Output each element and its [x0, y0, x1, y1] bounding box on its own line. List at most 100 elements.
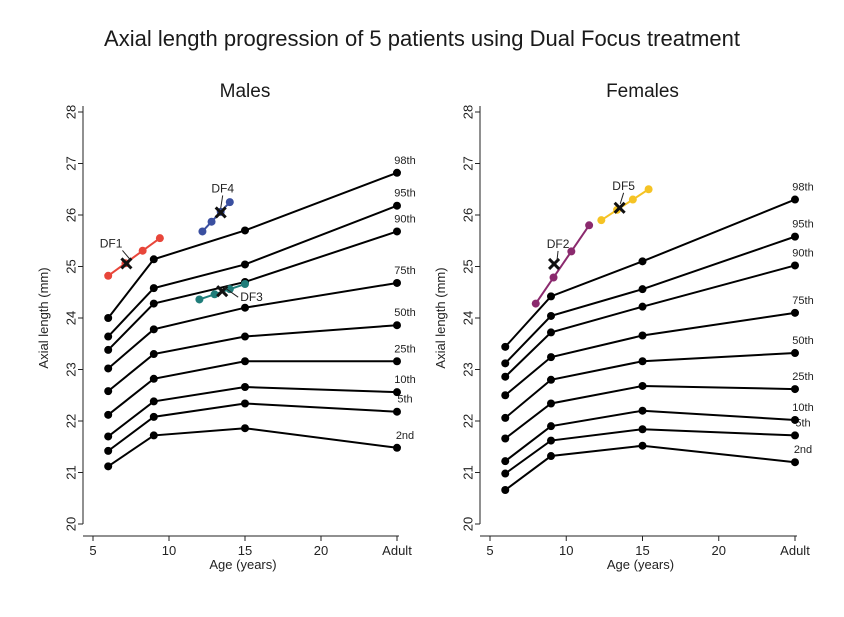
percentile-label-90th: 90th [792, 247, 813, 259]
x-tick-label: 10 [162, 543, 176, 558]
percentile-label-50th: 50th [792, 335, 813, 347]
percentile-point [393, 407, 401, 416]
percentile-point [791, 308, 799, 317]
y-tick-label: 22 [64, 414, 79, 428]
panel-title: Males [220, 81, 271, 102]
patient-point [241, 280, 249, 289]
chart-panel-1: Females 20 21 22 23 24 25 26 27 28 Axial length (m… [433, 81, 814, 572]
percentile-point [791, 385, 799, 394]
percentile-point [547, 436, 555, 445]
percentile-point [149, 374, 158, 383]
percentile-point [791, 431, 799, 440]
percentile-point [547, 422, 555, 431]
percentile-point [104, 332, 113, 341]
patient-line-DF5 [600, 188, 650, 221]
percentile-point [638, 302, 647, 311]
x-axis-label: Age (years) [607, 557, 674, 572]
patient-cross-marker [547, 257, 561, 270]
percentile-point [393, 321, 401, 330]
x-tick-label: 20 [712, 543, 726, 558]
percentile-point [501, 469, 510, 478]
y-tick-label: 27 [64, 156, 79, 170]
percentile-point [241, 303, 249, 312]
y-tick-label: 26 [64, 208, 79, 222]
percentile-point [791, 415, 799, 424]
percentile-point [241, 383, 249, 392]
y-tick-label: 22 [461, 414, 476, 428]
patient-point [225, 198, 234, 207]
patient-point [644, 185, 653, 194]
percentile-line-2nd [107, 427, 398, 468]
y-axis-label: Axial length (mm) [36, 267, 51, 368]
percentile-point [501, 434, 510, 443]
y-tick-label: 21 [461, 465, 476, 479]
y-tick-label: 24 [461, 311, 476, 325]
patient-leader-line [220, 195, 224, 209]
percentile-point [547, 399, 555, 408]
panel-title: Females [606, 81, 679, 102]
percentile-point [547, 292, 555, 301]
percentile-point [149, 299, 158, 308]
y-tick-label: 20 [64, 517, 79, 531]
percentile-point [638, 406, 647, 415]
percentile-point [104, 345, 113, 354]
patient-line-DF1 [107, 237, 161, 277]
patient-point [195, 295, 204, 304]
x-axis-label: Age (years) [209, 557, 276, 572]
percentile-point [501, 486, 510, 495]
patient-leader-line [223, 286, 239, 298]
percentile-label-90th: 90th [394, 213, 415, 225]
x-tick-label: 5 [89, 543, 96, 558]
patient-label-DF5: DF5 [612, 179, 635, 193]
percentile-point [501, 457, 510, 466]
patient-cross-marker [613, 201, 626, 214]
percentile-label-25th: 25th [394, 343, 415, 355]
y-tick-label: 28 [64, 105, 79, 119]
percentile-line-25th [504, 384, 796, 440]
percentile-point [104, 432, 113, 441]
percentile-line-50th [504, 352, 796, 419]
patient-label-DF3: DF3 [240, 290, 263, 304]
percentile-label-25th: 25th [792, 371, 813, 383]
percentile-point [241, 424, 249, 433]
patient-label-DF4: DF4 [211, 181, 234, 195]
percentile-point [104, 410, 113, 419]
cross-stroke [547, 257, 561, 270]
percentile-label-50th: 50th [394, 307, 415, 319]
y-tick-label: 20 [461, 517, 476, 531]
percentile-line-75th [504, 311, 796, 397]
y-tick-label: 21 [64, 465, 79, 479]
percentile-line-98th [107, 171, 398, 319]
percentile-line-98th [504, 198, 796, 348]
y-tick-label: 27 [461, 156, 476, 170]
percentile-point [393, 357, 401, 366]
percentile-point [547, 375, 555, 384]
patient-point [207, 217, 216, 226]
percentile-point [547, 452, 555, 461]
patient-point [597, 216, 606, 225]
percentile-point [393, 278, 401, 287]
percentile-line-90th [107, 230, 398, 351]
percentile-point [149, 412, 158, 421]
percentile-point [104, 314, 113, 322]
percentile-point [501, 342, 510, 351]
percentile-point [104, 364, 113, 373]
patient-point [567, 247, 576, 256]
percentile-point [638, 257, 647, 266]
x-tick-label: 15 [635, 543, 649, 558]
percentile-point [241, 357, 249, 366]
patient-point [628, 195, 637, 204]
patient-point [198, 227, 207, 236]
patient-leader-line [556, 250, 559, 260]
percentile-line-25th [107, 360, 397, 416]
percentile-line-5th [504, 428, 796, 475]
percentile-label-75th: 75th [394, 265, 415, 277]
y-tick-label: 23 [64, 362, 79, 376]
y-tick-label: 25 [461, 259, 476, 273]
percentile-label-95th: 95th [792, 219, 813, 231]
percentile-point [501, 413, 510, 422]
patient-leader-line [122, 250, 131, 260]
y-axis-label: Axial length (mm) [433, 267, 448, 368]
percentile-point [149, 431, 158, 440]
